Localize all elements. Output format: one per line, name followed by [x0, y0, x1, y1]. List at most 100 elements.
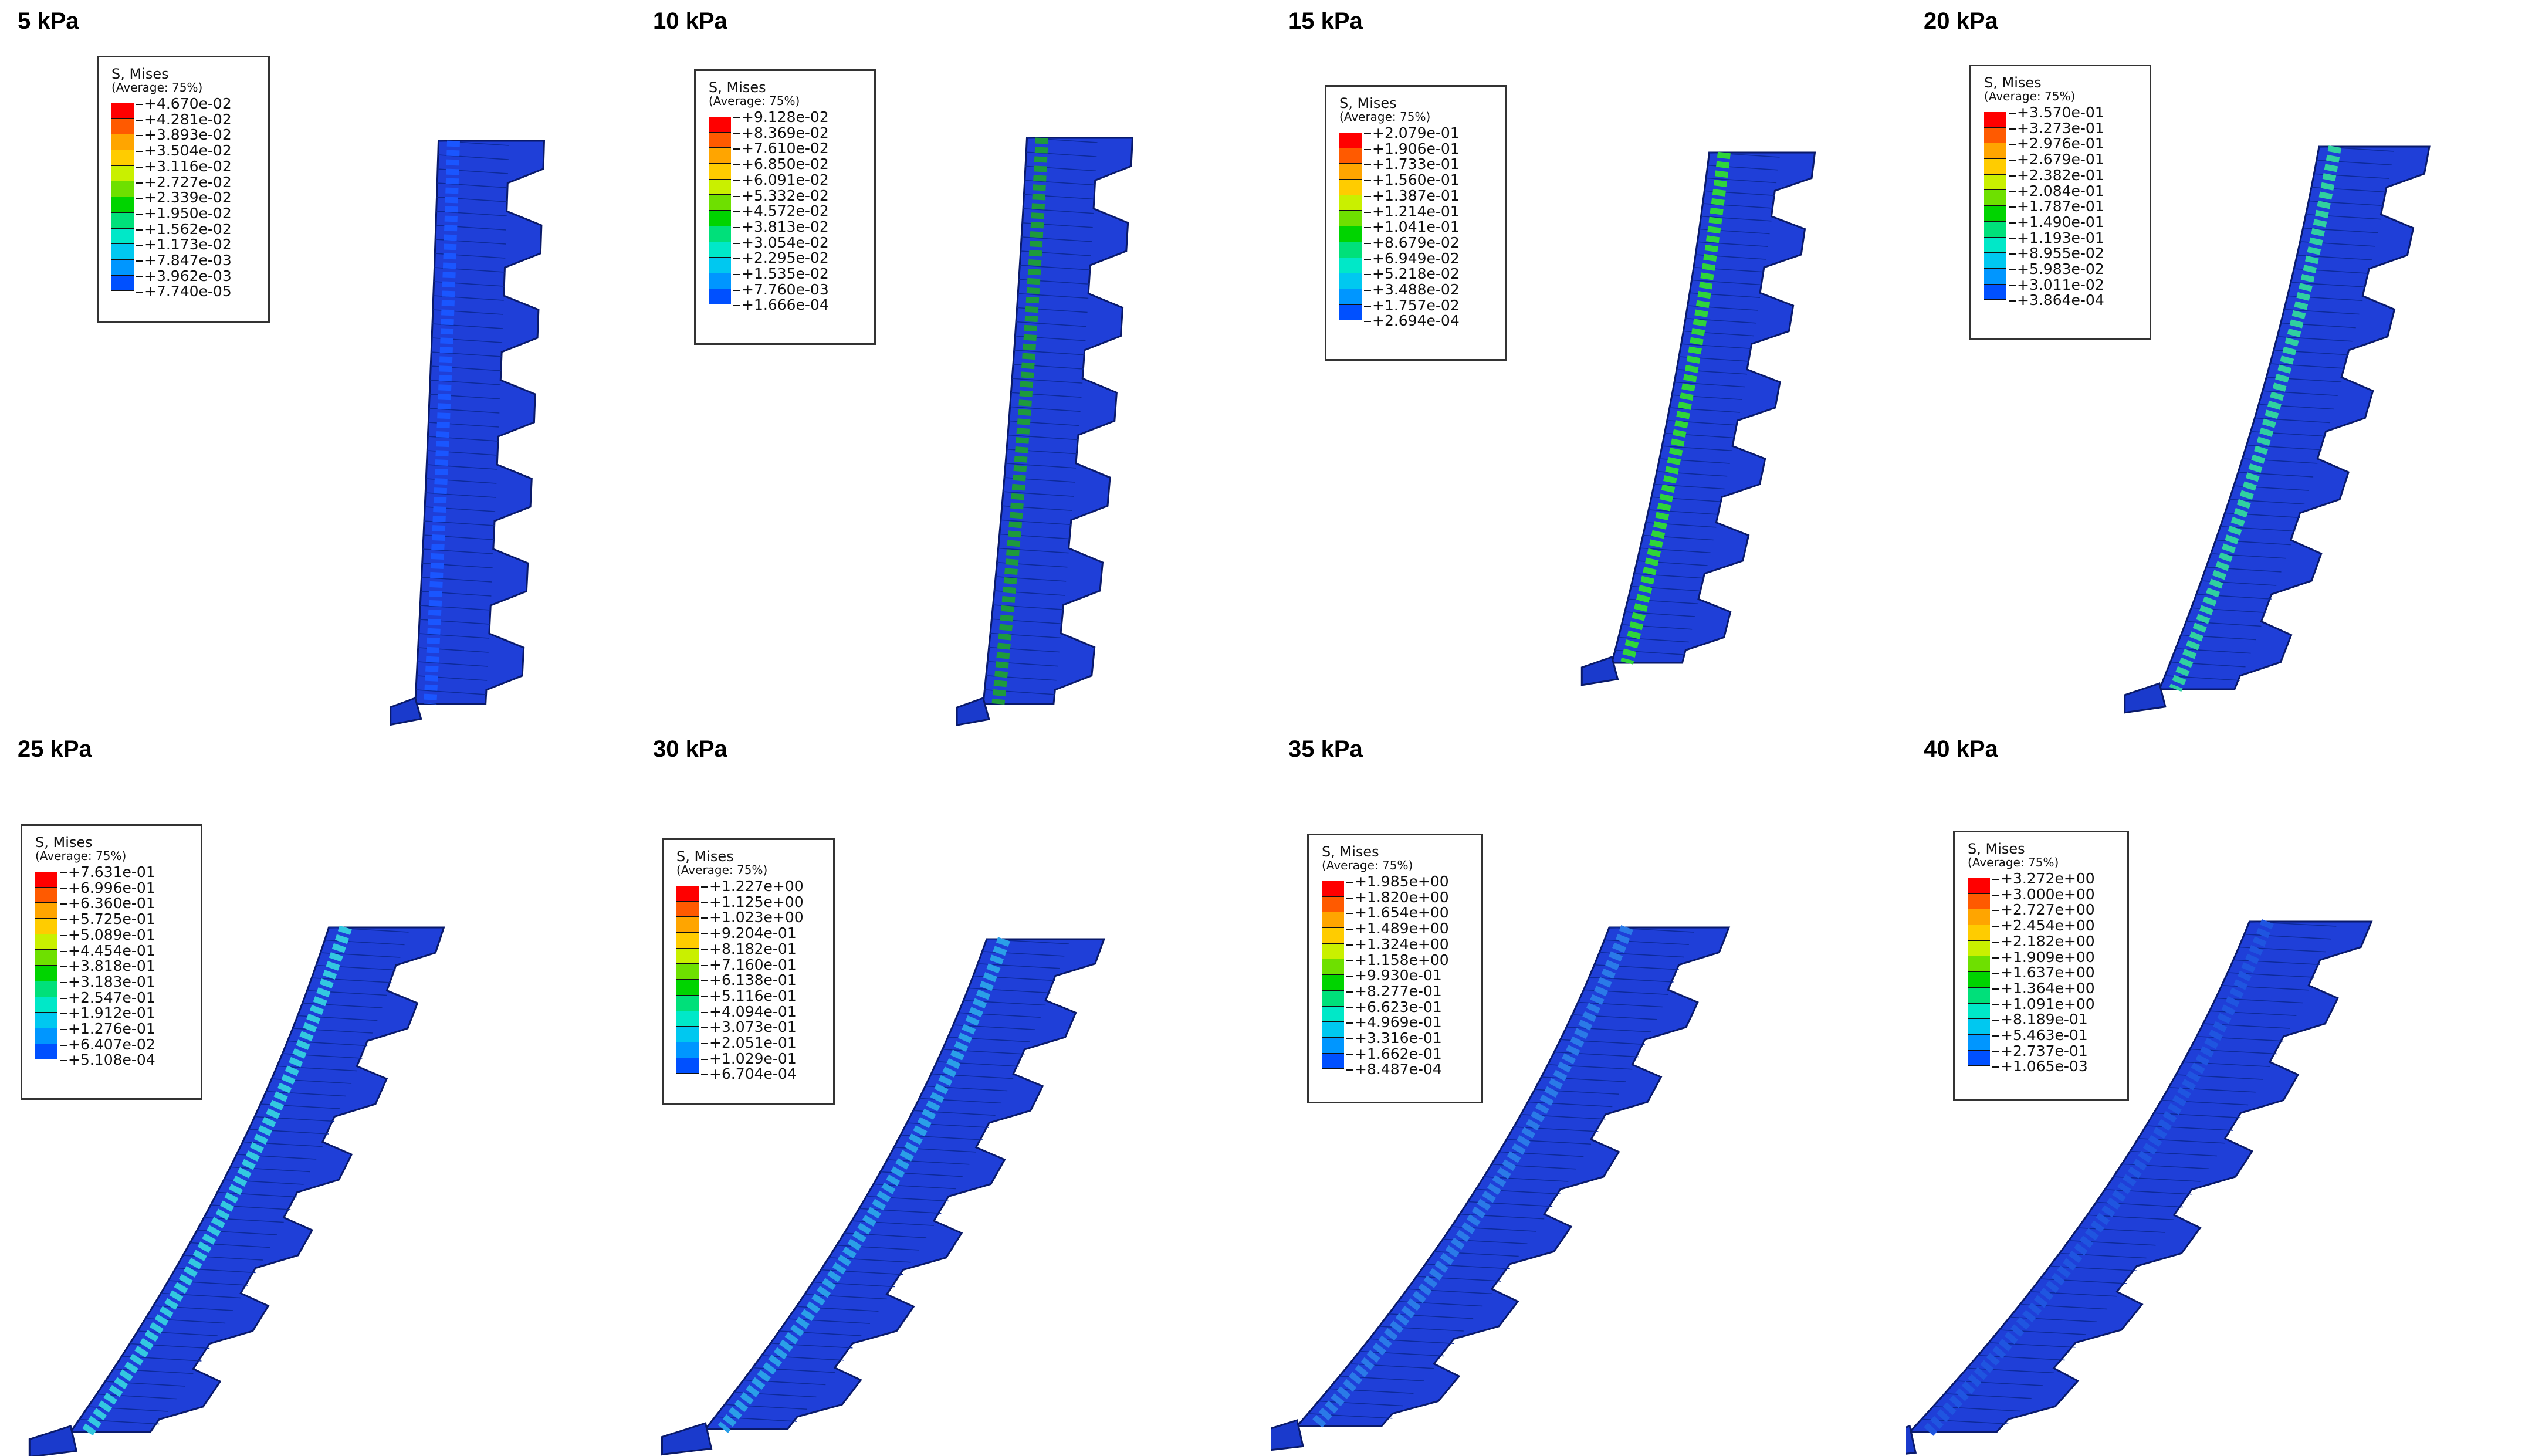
mesh-line	[1014, 350, 1085, 355]
legend-value: +2.727e-02	[136, 174, 232, 190]
legend-value: +4.281e-02	[136, 111, 232, 127]
color-scale-band	[1968, 956, 1990, 973]
color-scale-band	[676, 980, 699, 996]
legend-value: +4.670e-02	[136, 96, 232, 111]
color-scale-band	[1984, 159, 2006, 175]
legend-value: +3.054e-02	[733, 235, 829, 250]
mesh-line	[1318, 1400, 1403, 1407]
legend-value: +8.182e-01	[701, 941, 797, 957]
color-scale-band	[111, 150, 134, 166]
legend-value: +1.227e+00	[701, 879, 804, 894]
stress-legend: S, Mises (Average: 75%) +7.631e-01 +6.996…	[21, 824, 202, 1100]
stress-spine	[2169, 145, 2342, 692]
legend-title: S, Mises	[1984, 75, 2042, 91]
panel-title: 30 kPa	[653, 736, 727, 762]
legend-title: S, Mises	[1322, 844, 1379, 860]
color-scale-band	[35, 1028, 57, 1044]
stress-spine	[991, 137, 1048, 705]
legend-value: +7.740e-05	[136, 284, 232, 299]
mesh-line	[2078, 1227, 2165, 1233]
legend-value: +3.272e+00	[1992, 871, 2095, 886]
legend-value: +7.760e-03	[733, 282, 829, 297]
legend-value: +5.108e-04	[60, 1052, 155, 1068]
mesh-line	[1701, 216, 1772, 222]
legend-value: +6.704e-04	[701, 1066, 797, 1082]
mesh-line	[266, 1091, 346, 1097]
legend-subtitle: (Average: 75%)	[1339, 110, 1431, 124]
deformed-actuator-model	[1580, 151, 1816, 686]
actuator-base	[28, 1425, 78, 1456]
mesh-line	[968, 987, 1051, 994]
legend-value: +3.183e-01	[60, 974, 155, 990]
mesh-line	[1389, 1313, 1474, 1319]
legend-value: +6.360e-01	[60, 896, 155, 911]
deformed-actuator-model	[661, 937, 1105, 1456]
panel-35kpa: 35 kPa S, Mises (Average: 75%) +1.985e+0…	[1271, 728, 1906, 1456]
mesh-line	[1514, 1126, 1599, 1132]
color-scale-band	[1984, 221, 2006, 238]
panel-title: 15 kPa	[1288, 8, 1363, 34]
color-scale-band	[1322, 990, 1344, 1007]
stress-legend: S, Mises (Average: 75%) +1.985e+00 +1.820…	[1307, 834, 1483, 1103]
color-scale	[111, 103, 134, 292]
stress-legend: S, Mises (Average: 75%) +3.570e-01 +3.273…	[1969, 65, 2151, 340]
color-scale-band	[709, 148, 731, 164]
mesh-line	[2206, 567, 2282, 573]
color-scale-band	[111, 197, 134, 213]
color-scale-band	[1322, 928, 1344, 944]
legend-value: +1.909e+00	[1992, 949, 2095, 965]
mesh-line	[1604, 939, 1689, 946]
color-scale-band	[1984, 253, 2006, 269]
color-scale-band	[709, 289, 731, 305]
mesh-line	[1578, 1001, 1663, 1008]
actuator-base	[661, 1422, 713, 1456]
legend-value: +6.407e-02	[60, 1037, 155, 1052]
color-scale	[1984, 112, 2006, 300]
color-scale-band	[111, 181, 134, 198]
mesh-line	[204, 1217, 284, 1223]
legend-value: +1.158e+00	[1346, 952, 1449, 968]
color-scale-band	[111, 259, 134, 276]
mesh-line	[2262, 390, 2338, 397]
mesh-line	[1674, 381, 1745, 388]
stress-spine	[424, 140, 460, 705]
legend-value: +5.725e-01	[60, 912, 155, 927]
mesh-line	[1681, 343, 1752, 350]
actuator-body	[2158, 145, 2431, 690]
legend-value: +1.029e-01	[701, 1051, 797, 1066]
mesh-line	[1018, 293, 1089, 299]
legend-value: +2.976e-01	[2009, 136, 2104, 151]
color-scale-band	[676, 995, 699, 1011]
mesh-line	[153, 1305, 233, 1311]
legend-value: +6.996e-01	[60, 880, 155, 896]
mesh-line	[312, 977, 392, 983]
legend-value: +3.316e-01	[1346, 1031, 1442, 1046]
color-scale-band	[709, 132, 731, 148]
mesh-line	[2146, 1125, 2233, 1131]
deformed-actuator-model	[28, 925, 445, 1456]
legend-subtitle: (Average: 75%)	[676, 863, 768, 877]
color-scale-band	[709, 164, 731, 180]
color-scale-band	[111, 103, 134, 119]
color-scale-band	[111, 228, 134, 245]
legend-value: +2.182e+00	[1992, 933, 2095, 949]
mesh-line	[422, 548, 493, 554]
color-scale-band	[1984, 143, 2006, 160]
mesh-line	[931, 1073, 1014, 1079]
legend-value: +2.679e-01	[2009, 152, 2104, 167]
panel-title: 35 kPa	[1288, 736, 1363, 762]
color-scale-band	[1322, 881, 1344, 897]
mesh-line	[2168, 1087, 2256, 1093]
color-scale-band	[1322, 912, 1344, 929]
legend-value: +9.930e-01	[1346, 968, 1442, 983]
legend-value: +3.813e-02	[733, 219, 829, 235]
legend-value: +8.189e-01	[1992, 1012, 2088, 1027]
legend-value: +3.073e-01	[701, 1020, 797, 1035]
actuator-base	[390, 697, 422, 726]
deformed-actuator-model	[2124, 145, 2431, 714]
mesh-line	[1003, 491, 1074, 497]
color-scale-band	[709, 195, 731, 211]
color-scale-band	[111, 244, 134, 260]
legend-value: +1.912e-01	[60, 1005, 155, 1021]
legend-title: S, Mises	[35, 834, 93, 851]
